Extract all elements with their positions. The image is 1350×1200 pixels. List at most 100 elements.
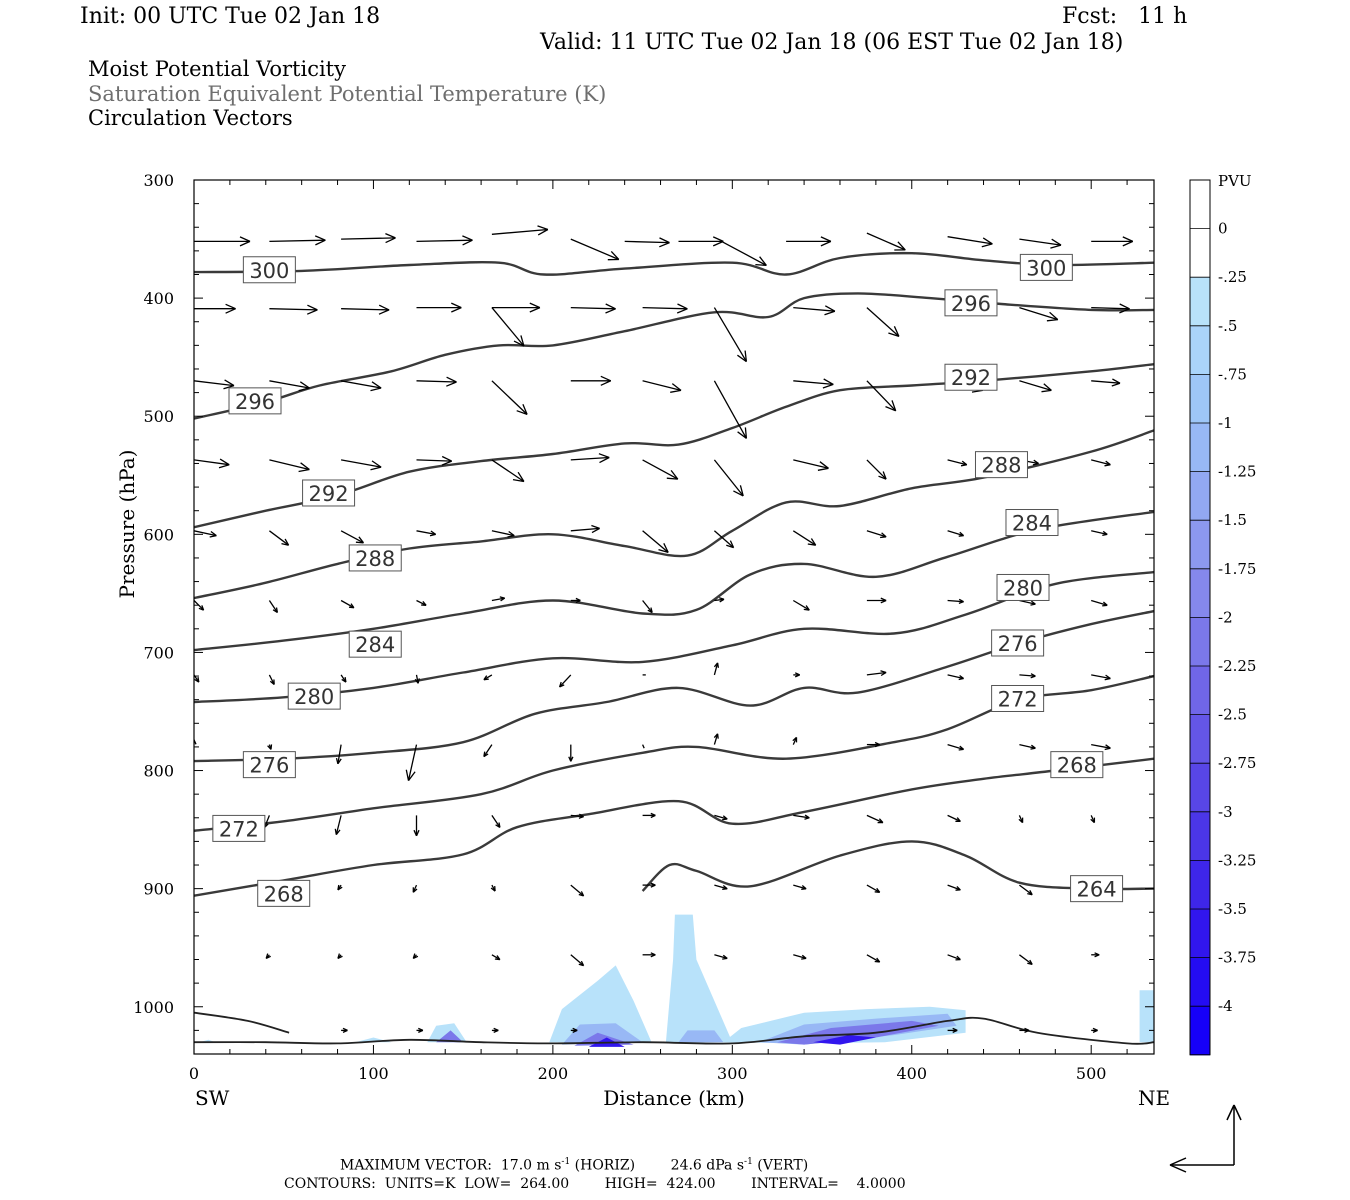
vector-49 [793, 459, 829, 471]
pv-colorbar: 0 -.25 -.5 -.75 -1 -1.25 -1.5 -1.75 -2 -2.25 -2.5 -… [1189, 179, 1256, 1056]
x-tick-label-0: 0 [189, 1064, 199, 1083]
surface-contour-left [194, 1011, 290, 1034]
vector-130 [265, 953, 271, 959]
colorbar-tick-label: -2.25 [1218, 657, 1256, 675]
max-vector-mid: (HORIZ) 24.6 dPa s [570, 1157, 745, 1174]
colorbar-segment-11 [1190, 714, 1210, 764]
vector-10 [866, 232, 906, 251]
plot-frame [193, 179, 1155, 1055]
vector-122 [570, 884, 585, 897]
contour-label-280-1: 280 [996, 573, 1050, 601]
vector-9 [786, 236, 832, 247]
contour-label-text: 264 [1077, 878, 1117, 902]
vector-103 [947, 743, 965, 751]
contour-label-268-0: 268 [257, 879, 311, 907]
vector-31 [416, 376, 457, 387]
vector-135 [642, 952, 656, 958]
vector-50 [866, 459, 887, 480]
contour-info: CONTOURS: UNITS=K LOW= 264.00 HIGH= 424.… [284, 1176, 906, 1192]
pv-region-9 [678, 1030, 724, 1043]
contour-label-300-1: 300 [1019, 253, 1073, 281]
vector-104 [1019, 743, 1036, 750]
vector-127 [947, 884, 961, 891]
vector-48 [713, 459, 744, 497]
colorbar-segment-0 [1190, 180, 1210, 230]
vector-95 [335, 744, 342, 765]
vector-61 [713, 530, 735, 549]
y-tick-label-700: 700 [143, 643, 174, 662]
vector-8 [721, 240, 767, 267]
vector-148 [1091, 1027, 1098, 1033]
vector-16 [341, 304, 390, 315]
colorbar-tick-label: -1.25 [1218, 463, 1256, 481]
vector-2 [341, 233, 396, 244]
vector-70 [416, 599, 427, 606]
vector-72 [570, 597, 581, 604]
vector-12 [1019, 238, 1062, 249]
vector-29 [269, 380, 310, 392]
vector-46 [570, 453, 610, 464]
vector-39 [1019, 380, 1052, 393]
contour-label-text: 284 [355, 633, 395, 657]
vector-81 [268, 674, 275, 686]
vector-100 [713, 733, 719, 745]
colorbar-segment-15 [1190, 909, 1210, 959]
contour-label-text: 276 [998, 632, 1038, 656]
vector-73 [642, 600, 653, 614]
vector-131 [337, 953, 343, 959]
vector-5 [570, 238, 620, 261]
colorbar-segment-9 [1190, 617, 1210, 667]
vector-96 [405, 744, 418, 781]
vector-30 [340, 380, 382, 392]
contour-label-text: 268 [1057, 754, 1097, 778]
vector-58 [491, 530, 515, 538]
colorbar-segment-17 [1190, 1006, 1210, 1056]
vector-97 [483, 744, 493, 758]
colorbar-tick-label: -3.25 [1218, 851, 1256, 869]
colorbar-tick-label: -3 [1218, 803, 1233, 821]
colorbar-segment-2 [1190, 277, 1210, 327]
pv-region-11 [777, 1020, 939, 1045]
vector-35 [713, 380, 748, 439]
vector-105 [1091, 743, 1111, 751]
vector-140 [1019, 954, 1033, 966]
vector-21 [642, 303, 688, 314]
vector-137 [793, 954, 807, 960]
contour-label-284-0: 284 [348, 630, 402, 658]
field-label-vectors: Circulation Vectors [88, 106, 293, 130]
x-tick-label-500: 500 [1076, 1064, 1107, 1083]
contour-label-text: 272 [998, 687, 1038, 711]
vector-43 [340, 459, 382, 471]
vector-23 [793, 305, 836, 316]
vector-27 [1091, 303, 1130, 314]
vector-117 [1090, 815, 1096, 824]
colorbar-title: PVU [1218, 172, 1252, 190]
vector-109 [491, 815, 501, 828]
contour-label-text: 280 [294, 685, 334, 709]
contour-label-text: 288 [981, 454, 1021, 478]
vector-37 [866, 380, 897, 412]
contour-label-text: 272 [219, 817, 259, 841]
vector-24 [866, 307, 900, 338]
y-tick-label-400: 400 [143, 289, 174, 308]
x-tick-label-100: 100 [358, 1064, 389, 1083]
vector-40 [1091, 378, 1121, 387]
vector-41 [194, 458, 230, 469]
vector-78 [1019, 599, 1036, 606]
y-tick-label-300: 300 [143, 171, 174, 190]
max-vector-suffix: (VERT) [752, 1157, 809, 1174]
x-tick-label-200: 200 [538, 1064, 569, 1083]
colorbar-tick-label: -1.5 [1218, 511, 1247, 529]
x-tick-label-300: 300 [717, 1064, 748, 1083]
vector-64 [947, 530, 965, 537]
pv-region-14 [813, 1035, 876, 1045]
vector-66 [1091, 530, 1108, 537]
vector-33 [570, 375, 612, 386]
vector-1 [269, 235, 326, 246]
vector-32 [491, 380, 528, 416]
vector-79 [1091, 599, 1108, 607]
vector-17 [416, 302, 462, 313]
vector-90 [947, 674, 964, 681]
vector-6 [624, 237, 670, 248]
